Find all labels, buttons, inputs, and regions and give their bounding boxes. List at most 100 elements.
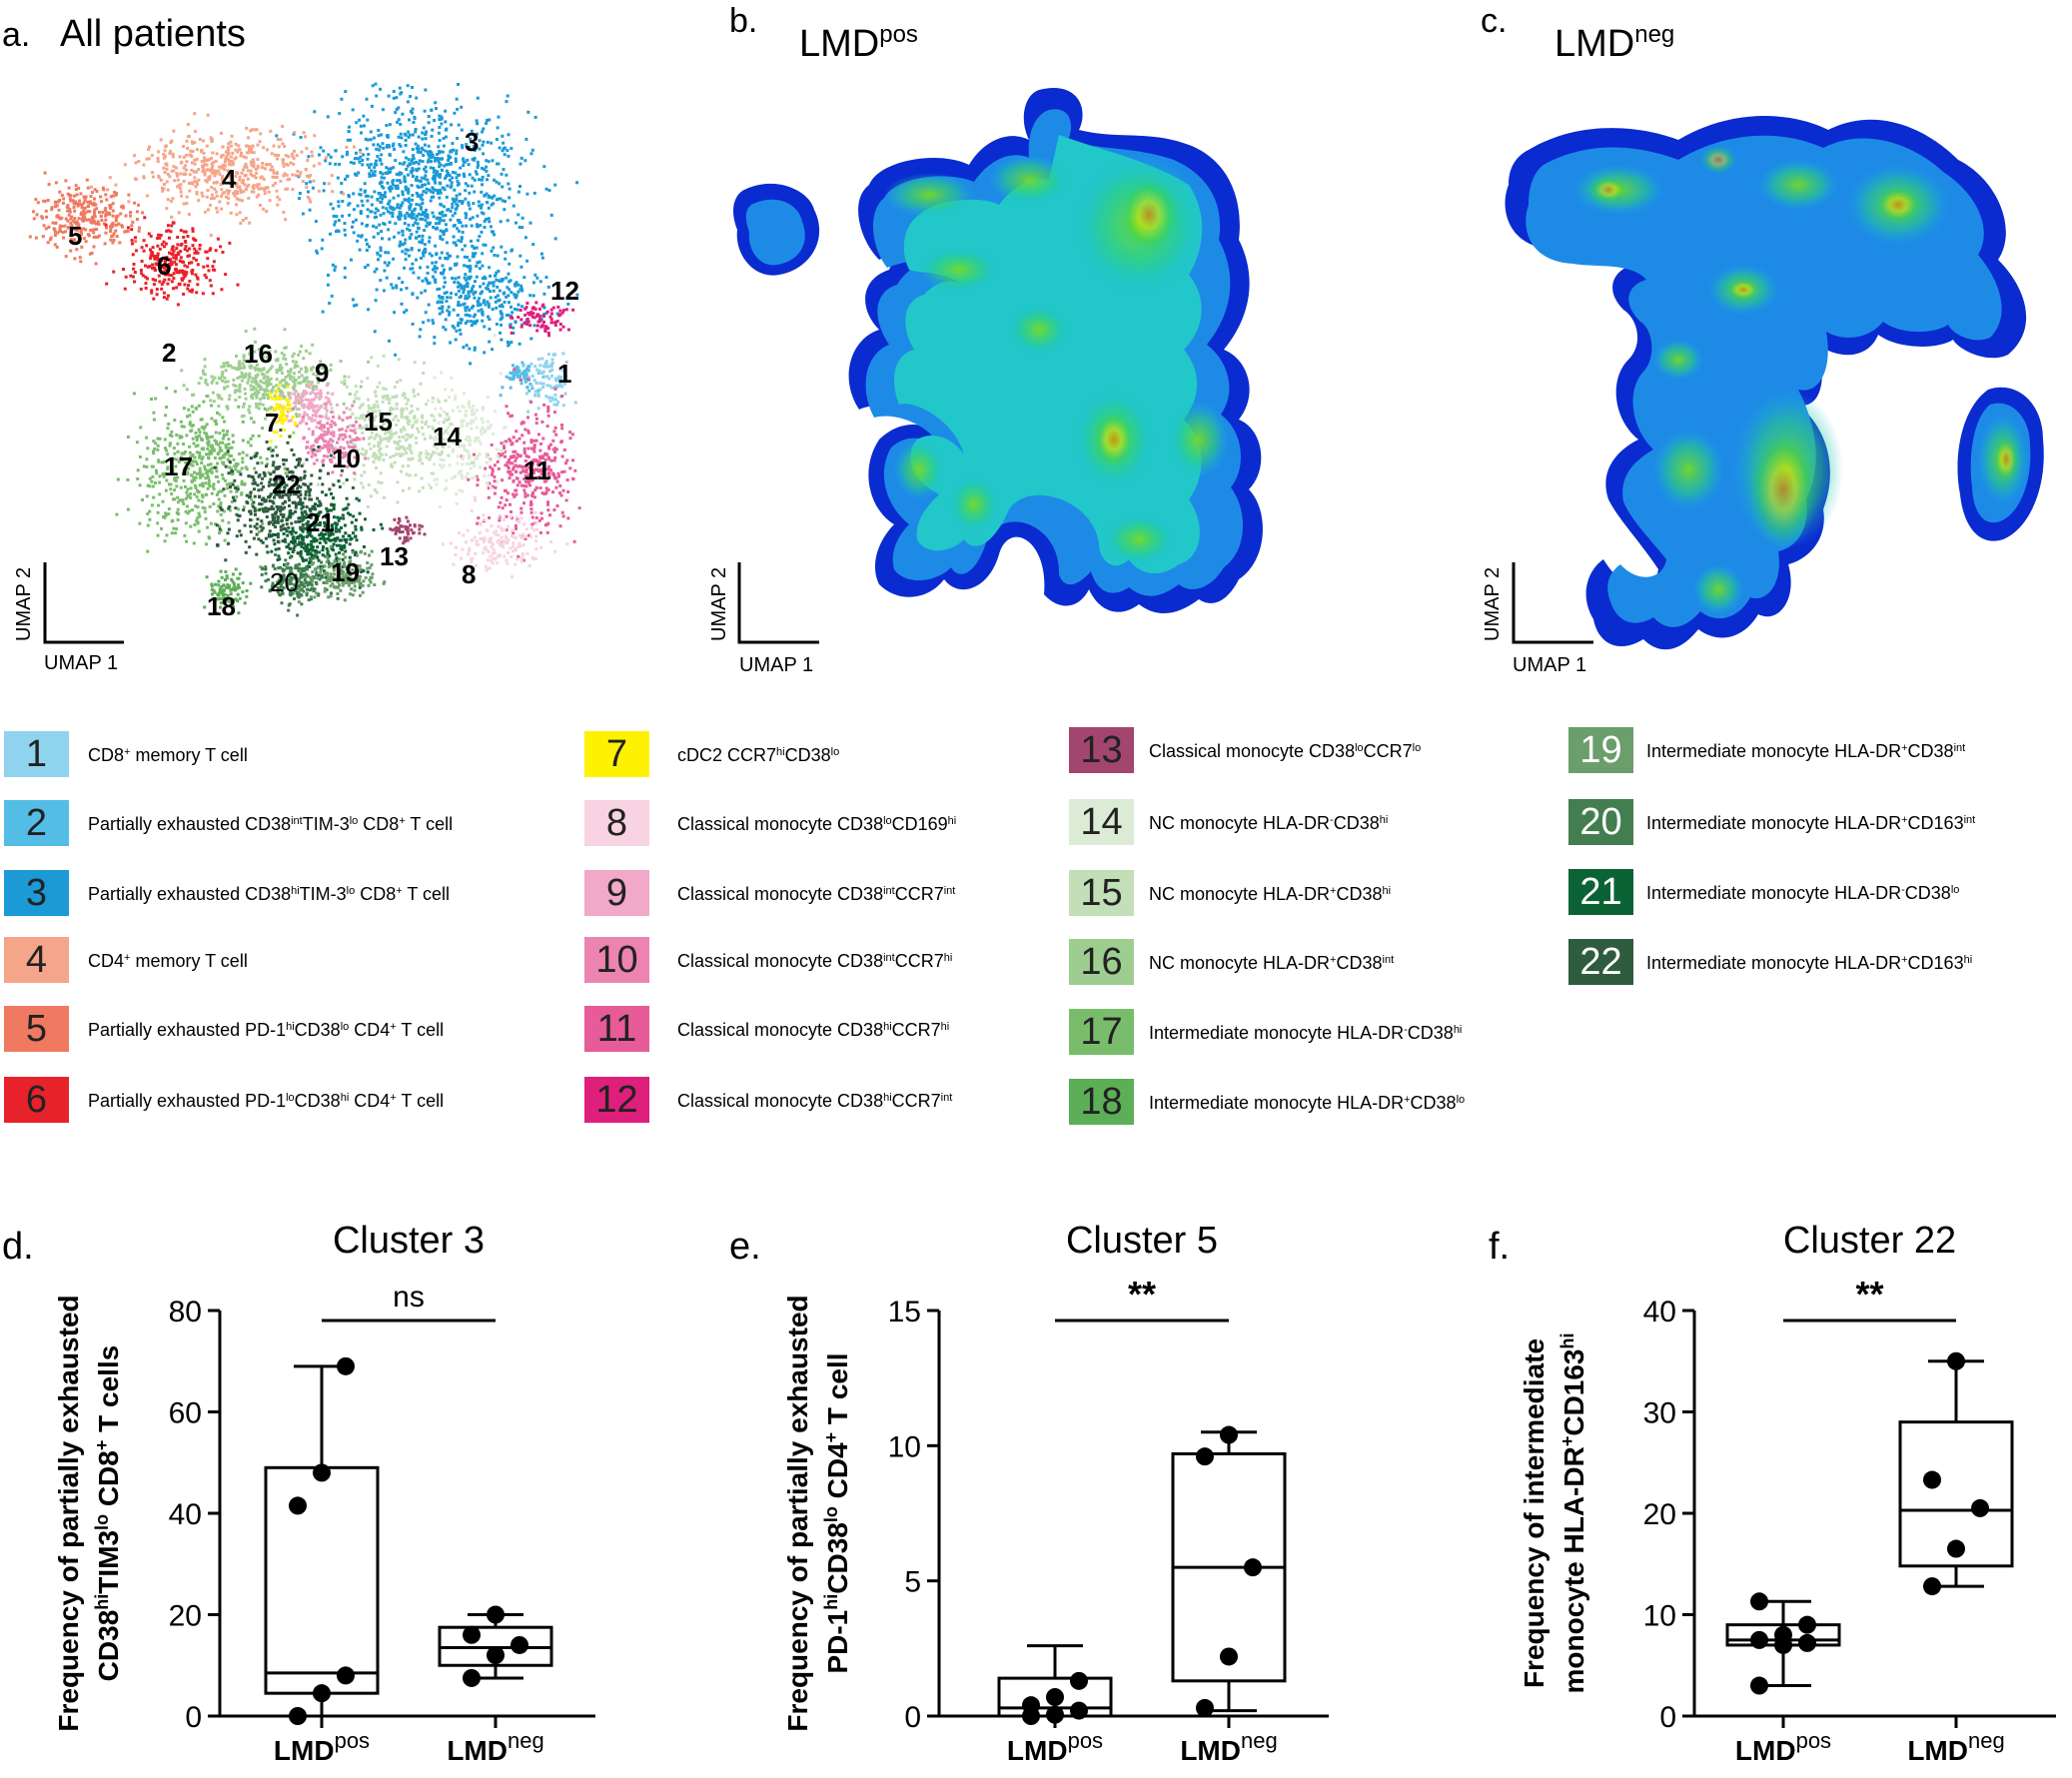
legend-swatch bbox=[584, 1077, 649, 1123]
data-point bbox=[1774, 1625, 1792, 1644]
y-axis-label-line2: CD38hiTIM3lo CD8+ T cells bbox=[92, 1345, 124, 1682]
legend-swatch bbox=[584, 1006, 649, 1052]
text-part: Classical monocyte CD38 bbox=[677, 814, 883, 834]
legend-swatch bbox=[1568, 727, 1633, 773]
text-part: Intermediate monocyte HLA-DR bbox=[1646, 953, 1901, 973]
y-tick-label: 20 bbox=[1643, 1498, 1676, 1531]
legend-item-8: 8 Classical monocyte CD38loCD169hi bbox=[584, 800, 956, 846]
panel-title-b-base: LMD bbox=[799, 23, 879, 65]
legend-number: 11 bbox=[597, 1008, 636, 1050]
legend-swatch bbox=[584, 870, 649, 916]
significance-label: ** bbox=[1128, 1274, 1156, 1315]
text-part: TIM3 bbox=[93, 1530, 124, 1594]
x-tick-label: LMDpos bbox=[274, 1728, 370, 1766]
legend-number: 17 bbox=[1080, 1011, 1122, 1053]
text-part: TIM-3 bbox=[303, 814, 350, 834]
cluster-label-19: 19 bbox=[331, 557, 360, 587]
superscript: - bbox=[1901, 884, 1905, 896]
text-part: CD8 bbox=[358, 814, 399, 834]
legend-number: 13 bbox=[1080, 729, 1122, 771]
superscript: hi bbox=[341, 1092, 350, 1104]
umap-points-cluster-8 bbox=[441, 495, 569, 581]
superscript: lo bbox=[286, 1092, 295, 1104]
text-part: Classical monocyte CD38 bbox=[677, 1091, 883, 1111]
y-tick-label: 20 bbox=[169, 1600, 202, 1633]
superscript: + bbox=[399, 815, 405, 827]
x-tick-label: LMDpos bbox=[1735, 1728, 1831, 1766]
umap-xlabel-b: UMAP 1 bbox=[739, 654, 813, 676]
superscript: + bbox=[396, 885, 402, 897]
text-part: CCR7 bbox=[1364, 741, 1413, 761]
legend-item-20: 20 Intermediate monocyte HLA-DR+CD163int bbox=[1568, 799, 1975, 845]
y-tick-label: 40 bbox=[1643, 1296, 1676, 1329]
text-part: Partially exhausted PD-1 bbox=[88, 1091, 286, 1111]
superscript: lo bbox=[831, 746, 840, 758]
legend-item-6: 6 Partially exhausted PD-1loCD38hi CD4+ T… bbox=[4, 1077, 444, 1123]
y-tick-label: 40 bbox=[169, 1498, 202, 1531]
cluster-label-21: 21 bbox=[306, 507, 335, 537]
umap-xlabel-a: UMAP 1 bbox=[44, 652, 118, 674]
legend-number: 16 bbox=[1080, 941, 1122, 983]
umap-points-cluster-14 bbox=[416, 334, 508, 508]
legend-number: 8 bbox=[606, 802, 627, 844]
superscript: + bbox=[1404, 1094, 1410, 1106]
legend-label: Intermediate monocyte HLA-DR+CD38lo bbox=[1149, 1093, 1465, 1113]
legend-number: 20 bbox=[1579, 801, 1621, 843]
data-point bbox=[1196, 1447, 1214, 1466]
chart-title: Cluster 5 bbox=[1066, 1220, 1218, 1262]
superscript: hi bbox=[291, 885, 300, 897]
legend-swatch bbox=[4, 937, 69, 983]
umap-points-cluster-3 bbox=[275, 82, 579, 357]
umap-points-cluster-9 bbox=[278, 383, 349, 438]
text-part: monocyte HLA-DR bbox=[1558, 1446, 1589, 1693]
significance-label: ns bbox=[393, 1281, 425, 1314]
umap-points-cluster-21 bbox=[226, 479, 385, 590]
cluster-label-11: 11 bbox=[523, 455, 551, 485]
superscript: int bbox=[941, 1092, 953, 1104]
superscript: hi bbox=[1454, 1024, 1463, 1036]
cluster-label-20: 20 bbox=[270, 567, 299, 597]
legend-label: Partially exhausted PD-1hiCD38lo CD4+ T … bbox=[88, 1020, 444, 1040]
legend-label: Intermediate monocyte HLA-DR-CD38lo bbox=[1646, 883, 1959, 903]
y-tick-label: 0 bbox=[185, 1701, 202, 1734]
cluster-label-1: 1 bbox=[557, 359, 571, 389]
superscript: + bbox=[1330, 954, 1336, 966]
panel-letter-a: a. bbox=[2, 16, 30, 54]
legend-label: NC monocyte HLA-DR-CD38hi bbox=[1149, 813, 1388, 833]
text-part: Intermediate monocyte HLA-DR bbox=[1646, 883, 1901, 903]
data-point bbox=[1947, 1539, 1965, 1558]
superscript: hi bbox=[1557, 1333, 1577, 1348]
text-part: CD4 bbox=[349, 1091, 390, 1111]
data-point bbox=[289, 1707, 307, 1725]
legend-label: CD4+ memory T cell bbox=[88, 951, 248, 971]
panel-letter: d. bbox=[2, 1226, 34, 1268]
text-part: CD163 bbox=[1908, 953, 1964, 973]
data-point bbox=[1196, 1698, 1214, 1717]
umap-points-cluster-3 bbox=[395, 230, 579, 366]
x-tick-label-sup: pos bbox=[1068, 1728, 1103, 1753]
y-tick-label: 80 bbox=[169, 1296, 202, 1329]
density-map-lmd-neg bbox=[1505, 116, 2044, 650]
text-part: CD4 bbox=[349, 1020, 390, 1040]
legend-label: Classical monocyte CD38hiCCR7hi bbox=[677, 1020, 949, 1040]
panel-letter: e. bbox=[729, 1226, 761, 1268]
legend-swatch bbox=[1069, 939, 1134, 985]
umap-axis-corner-c bbox=[1512, 562, 1593, 644]
legend-swatch bbox=[4, 1077, 69, 1123]
legend-label: CD8+ memory T cell bbox=[88, 745, 248, 765]
panel-title-a: All patients bbox=[60, 13, 246, 55]
legend-label: Classical monocyte CD38intCCR7hi bbox=[677, 951, 952, 971]
superscript: hi bbox=[821, 1594, 841, 1610]
superscript: lo bbox=[341, 1021, 350, 1033]
text-part: memory T cell bbox=[130, 745, 247, 765]
x-tick-label-base: LMD bbox=[447, 1735, 508, 1766]
legend-swatch bbox=[1069, 799, 1134, 845]
legend-item-7: 7 cDC2 CCR7hiCD38lo bbox=[584, 731, 839, 777]
legend-number: 3 bbox=[26, 872, 47, 914]
legend-label: Classical monocyte CD38hiCCR7int bbox=[677, 1091, 952, 1111]
cluster-label-15: 15 bbox=[364, 407, 393, 437]
legend-number: 15 bbox=[1080, 872, 1122, 914]
superscript: + bbox=[1557, 1436, 1577, 1447]
